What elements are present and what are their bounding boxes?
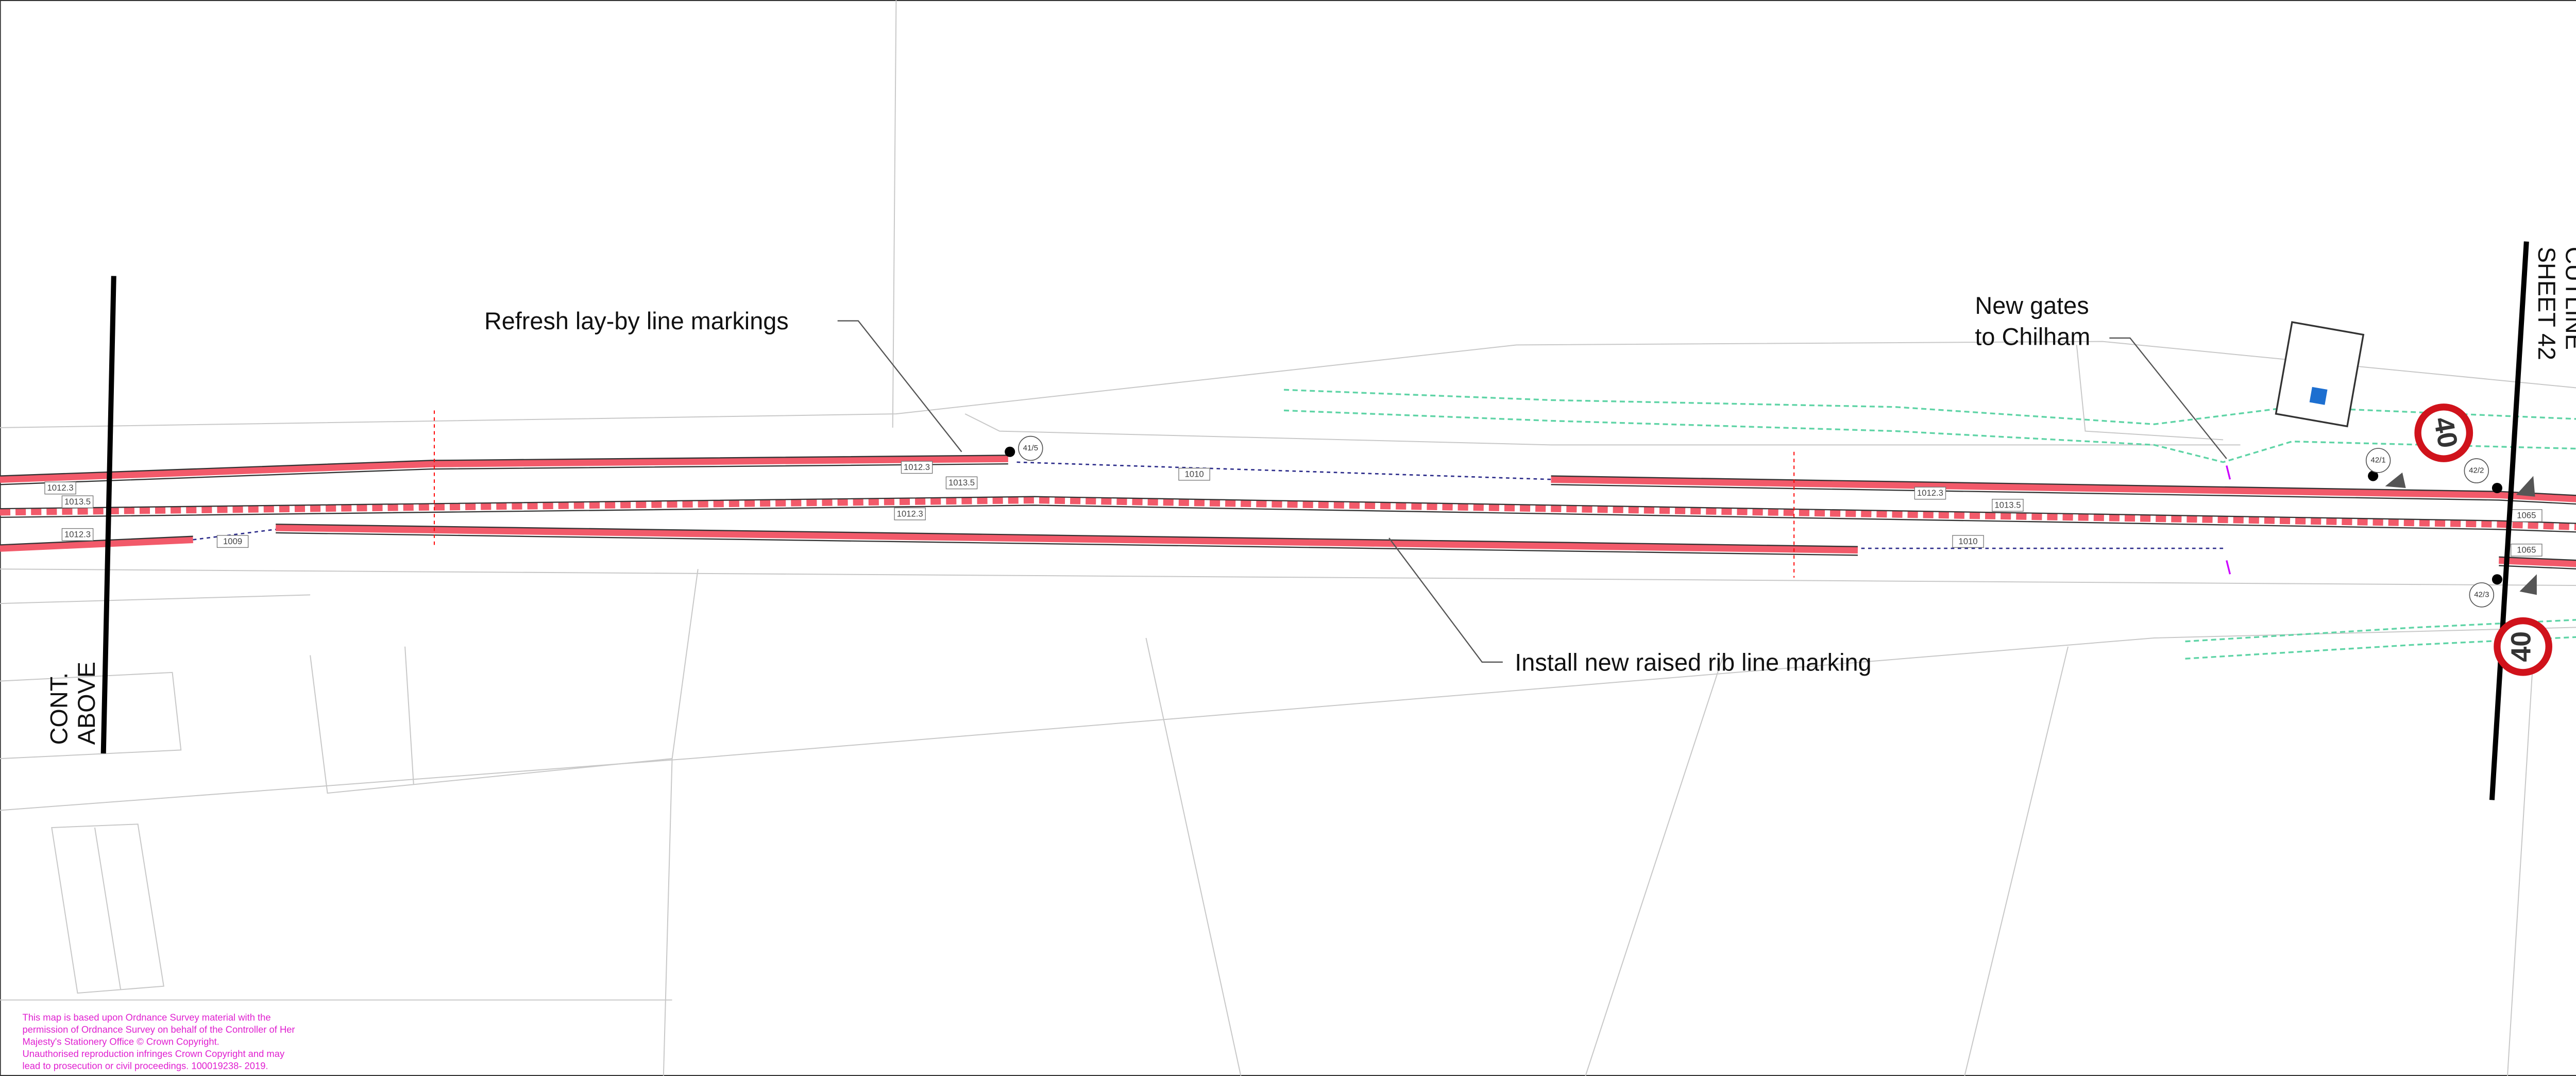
label-box <box>901 461 933 474</box>
post-ring <box>1018 435 1043 461</box>
label-box <box>44 481 76 495</box>
road-labels: 1012.3 1013.5 1012.3 1009 1012.3 1013.5 1010 10… <box>44 461 2543 557</box>
speed-sign: 40 <box>2414 404 2473 462</box>
posts <box>1005 446 2537 595</box>
annotation: Refresh lay-by line markings <box>484 308 789 334</box>
label-box <box>61 495 94 509</box>
post-label: 42/3 <box>2474 590 2489 599</box>
match-label: CONT. <box>45 672 72 745</box>
label-box <box>1992 499 2024 512</box>
post-labels: 41/5 42/1 42/2 42/3 <box>1018 435 2495 608</box>
copyright-line: lead to prosecution or civil proceedings… <box>22 1060 268 1071</box>
label-box <box>894 507 926 520</box>
annotation: Install new raised rib line marking <box>1515 649 1871 676</box>
road-label: 1065 <box>2517 511 2536 520</box>
copyright-line: Unauthorised reproduction infringes Crow… <box>22 1048 284 1059</box>
road-label: 1013.5 <box>64 497 91 507</box>
post-ring <box>2365 448 2391 473</box>
label-box <box>216 535 249 548</box>
post-label: 42/2 <box>2469 466 2484 475</box>
copyright-line: permission of Ordnance Survey on behalf … <box>22 1024 295 1035</box>
speed-limit: 40 <box>2428 415 2463 450</box>
leaders <box>837 320 2227 663</box>
direction-sign <box>2275 321 2365 428</box>
road-label: 1012.3 <box>47 483 74 493</box>
label-box <box>1914 486 1946 500</box>
road-label: 1012.3 <box>64 529 91 539</box>
match-line <box>100 276 116 754</box>
speed-limit: 40 <box>2506 631 2536 662</box>
road-label: 1010 <box>1185 469 1204 479</box>
match-line <box>2489 241 2529 800</box>
road-label: 1012.3 <box>897 509 923 518</box>
post-label: 41/5 <box>1023 444 1038 452</box>
label-box <box>945 476 978 490</box>
match-label: CUTLINE <box>2561 247 2576 350</box>
copyright-line: Majesty's Stationery Office © Crown Copy… <box>22 1036 219 1047</box>
copyright: This map is based upon Ordnance Survey m… <box>22 1012 295 1071</box>
road-label: 1065 <box>2517 545 2536 555</box>
road-label: 1013.5 <box>1994 500 2021 510</box>
post-label: 42/1 <box>2370 456 2385 464</box>
match-label: SHEET 42 <box>2533 247 2560 360</box>
annotation: to Chilham <box>1975 323 2090 350</box>
post-ring <box>2464 458 2489 483</box>
post-ring <box>2469 582 2495 608</box>
label-box <box>1178 467 1210 481</box>
match-label: ABOVE <box>73 662 100 745</box>
road-label: 1012.3 <box>1917 488 1943 498</box>
speed-sign: 40 <box>2494 617 2552 676</box>
label-box <box>2511 544 2543 557</box>
road-label: 1010 <box>1958 536 1977 546</box>
annotation: New gates <box>1975 292 2089 319</box>
road-label: 1009 <box>223 536 242 546</box>
label-box <box>1952 535 1984 548</box>
road-label: 1013.5 <box>948 478 975 487</box>
label-box <box>61 528 94 541</box>
copyright-line: This map is based upon Ordnance Survey m… <box>22 1012 270 1023</box>
hedges <box>1283 389 2576 660</box>
road-label: 1012.3 <box>904 462 930 472</box>
